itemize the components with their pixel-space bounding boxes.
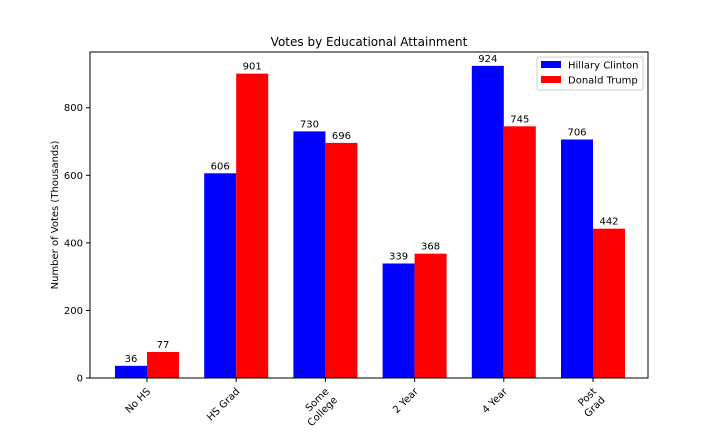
bar-value-label: 745 — [510, 114, 529, 125]
plot-area-frame — [89, 51, 649, 379]
y-axis-label: Number of Votes (Thousands) — [50, 141, 61, 290]
bar-trump — [325, 142, 358, 378]
legend-label: Donald Trump — [568, 76, 638, 87]
bar-trump — [414, 253, 447, 378]
y-tick-label: 600 — [64, 171, 83, 182]
bar-value-labels: 36 606 730 339 924 706 77 901 696 368 745 442 — [125, 54, 619, 365]
x-tick-label: HS Grad — [205, 386, 242, 423]
bar-clinton — [204, 173, 237, 378]
bar-value-label: 339 — [389, 251, 408, 262]
bar-clinton — [115, 365, 147, 378]
x-tick-label: 2 Year — [391, 386, 421, 416]
bar-value-label: 730 — [300, 119, 319, 130]
bar-value-label: 924 — [478, 54, 497, 65]
y-axis-ticks: 0 200 400 600 800 — [64, 103, 90, 385]
bar-value-label: 368 — [421, 242, 440, 253]
bar-value-label: 77 — [157, 340, 170, 351]
bar-trump — [236, 73, 269, 378]
x-tick-label: 4 Year — [480, 386, 510, 416]
bar-value-label: 36 — [125, 354, 138, 365]
bar-trump — [147, 351, 179, 378]
y-tick-label: 800 — [64, 103, 83, 114]
bar-value-label: 706 — [567, 127, 586, 138]
legend-swatch — [541, 61, 561, 68]
y-tick-label: 0 — [77, 374, 83, 385]
bar-trump — [593, 228, 625, 378]
bar-value-label: 606 — [211, 161, 230, 172]
bar-value-label: 696 — [332, 131, 351, 142]
bar-clinton — [382, 263, 415, 378]
x-axis-ticks: No HS HS Grad SomeCollege 2 Year 4 Year PostG… — [124, 378, 608, 429]
y-tick-label: 200 — [64, 306, 83, 317]
chart-title: Votes by Educational Attainment — [271, 35, 468, 49]
legend-box — [536, 56, 644, 91]
x-tick-label: SomeCollege — [297, 386, 340, 429]
bar-trump — [503, 126, 536, 378]
legend: Hillary Clinton Donald Trump — [536, 56, 644, 91]
bar-value-label: 901 — [243, 62, 262, 73]
bar-value-label: 442 — [599, 217, 618, 228]
x-tick-label: PostGrad — [574, 386, 608, 420]
y-tick-label: 400 — [64, 238, 83, 249]
bar-clinton — [471, 65, 504, 379]
bars-layer — [115, 65, 625, 379]
bar-clinton — [293, 131, 326, 378]
x-tick-label: No HS — [124, 386, 153, 415]
bar-clinton — [561, 139, 593, 378]
legend-swatch — [541, 76, 561, 83]
legend-label: Hillary Clinton — [568, 61, 638, 72]
